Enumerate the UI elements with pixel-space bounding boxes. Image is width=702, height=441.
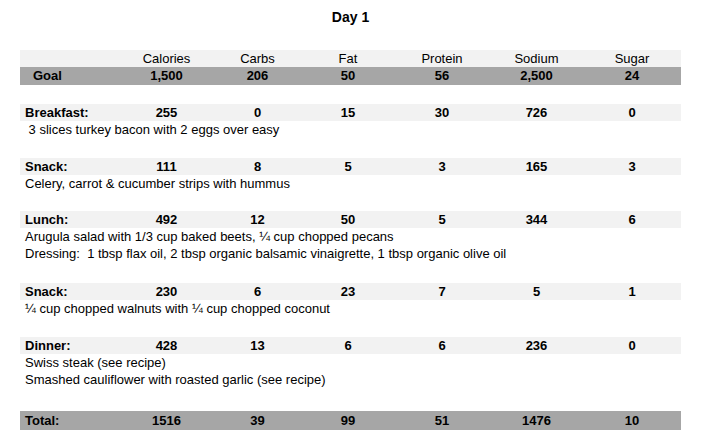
goal-sodium-value: 2,500 [490, 67, 583, 85]
total-protein-value: 51 [394, 411, 490, 430]
meal-fat-value: 6 [302, 337, 394, 354]
meal-calories-value: 230 [120, 283, 213, 300]
goal-row: Goal 1,500 206 50 56 2,500 24 [20, 67, 681, 85]
meal-description: ¼ cup chopped walnuts with ¼ cup chopped… [20, 300, 681, 317]
total-row-label: Total: [20, 411, 120, 430]
goal-carbs-value: 206 [213, 67, 302, 85]
nutrition-table: Calories Carbs Fat Protein Sodium Sugar … [20, 50, 681, 430]
meal-protein-value: 5 [394, 211, 490, 228]
meal-sodium-value: 5 [490, 283, 583, 300]
meal-description: Dressing: 1 tbsp flax oil, 2 tbsp organi… [20, 245, 681, 262]
meal-description: Arugula salad with 1/3 cup baked beets, … [20, 228, 681, 245]
meal-label: Snack: [20, 283, 120, 300]
meal-row-snack-1: Snack: 111 8 5 3 165 3 [20, 158, 681, 175]
meal-label: Lunch: [20, 211, 120, 228]
meal-calories-value: 255 [120, 104, 213, 121]
total-sugar-value: 10 [583, 411, 681, 430]
meal-carbs-value: 6 [213, 283, 302, 300]
column-header-sodium: Sodium [490, 50, 583, 67]
spacer [20, 192, 681, 211]
meal-sugar-value: 0 [583, 104, 681, 121]
meal-protein-value: 30 [394, 104, 490, 121]
meal-carbs-value: 12 [213, 211, 302, 228]
column-header-fat: Fat [302, 50, 394, 67]
spacer [20, 262, 681, 283]
meal-plan-page: Day 1 Calories Carbs Fat Protein Sodium … [0, 0, 702, 430]
meal-calories-value: 428 [120, 337, 213, 354]
total-sodium-value: 1476 [490, 411, 583, 430]
meal-sugar-value: 1 [583, 283, 681, 300]
table-header-row: Calories Carbs Fat Protein Sodium Sugar [20, 50, 681, 67]
meal-label: Dinner: [20, 337, 120, 354]
meal-carbs-value: 8 [213, 158, 302, 175]
goal-calories-value: 1,500 [120, 67, 213, 85]
total-fat-value: 99 [302, 411, 394, 430]
spacer [20, 317, 681, 337]
meal-sodium-value: 726 [490, 104, 583, 121]
column-header-carbs: Carbs [213, 50, 302, 67]
meal-sodium-value: 236 [490, 337, 583, 354]
column-header-sugar: Sugar [583, 50, 681, 67]
meal-carbs-value: 0 [213, 104, 302, 121]
meal-row-snack-2: Snack: 230 6 23 7 5 1 [20, 283, 681, 300]
header-empty-cell [20, 50, 120, 67]
meal-sodium-value: 165 [490, 158, 583, 175]
meal-label: Breakfast: [20, 104, 120, 121]
goal-row-label: Goal [20, 67, 120, 85]
meal-fat-value: 23 [302, 283, 394, 300]
column-header-protein: Protein [394, 50, 490, 67]
column-header-calories: Calories [120, 50, 213, 67]
meal-carbs-value: 13 [213, 337, 302, 354]
meal-sugar-value: 3 [583, 158, 681, 175]
spacer [20, 388, 681, 411]
goal-protein-value: 56 [394, 67, 490, 85]
total-row: Total: 1516 39 99 51 1476 10 [20, 411, 681, 430]
meal-fat-value: 50 [302, 211, 394, 228]
meal-description: Smashed cauliflower with roasted garlic … [20, 371, 681, 388]
meal-row-dinner: Dinner: 428 13 6 6 236 0 [20, 337, 681, 354]
total-calories-value: 1516 [120, 411, 213, 430]
meal-protein-value: 3 [394, 158, 490, 175]
goal-fat-value: 50 [302, 67, 394, 85]
page-title: Day 1 [20, 8, 681, 26]
meal-description: 3 slices turkey bacon with 2 eggs over e… [20, 121, 681, 138]
goal-sugar-value: 24 [583, 67, 681, 85]
meal-row-breakfast: Breakfast: 255 0 15 30 726 0 [20, 104, 681, 121]
meal-sugar-value: 6 [583, 211, 681, 228]
meal-calories-value: 492 [120, 211, 213, 228]
spacer [20, 138, 681, 158]
meal-sodium-value: 344 [490, 211, 583, 228]
meal-description: Celery, carrot & cucumber strips with hu… [20, 175, 681, 192]
meal-row-lunch: Lunch: 492 12 50 5 344 6 [20, 211, 681, 228]
meal-label: Snack: [20, 158, 120, 175]
meal-fat-value: 5 [302, 158, 394, 175]
meal-calories-value: 111 [120, 158, 213, 175]
total-carbs-value: 39 [213, 411, 302, 430]
spacer [20, 85, 681, 104]
meal-description: Swiss steak (see recipe) [20, 354, 681, 371]
meal-protein-value: 7 [394, 283, 490, 300]
meal-fat-value: 15 [302, 104, 394, 121]
meal-sugar-value: 0 [583, 337, 681, 354]
meal-protein-value: 6 [394, 337, 490, 354]
